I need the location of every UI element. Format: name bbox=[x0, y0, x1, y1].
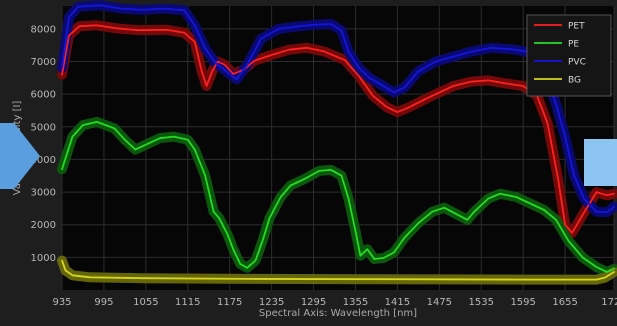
y-tick-label: 7000 bbox=[31, 57, 56, 68]
y-tick-label: 8000 bbox=[31, 24, 56, 35]
x-tick-label: 1295 bbox=[301, 297, 326, 308]
legend-box bbox=[526, 14, 612, 97]
x-tick-label: 1055 bbox=[133, 297, 158, 308]
x-tick-label: 1175 bbox=[217, 297, 242, 308]
x-tick-label: 1535 bbox=[469, 297, 494, 308]
y-tick-label: 5000 bbox=[31, 122, 56, 133]
tick-layer: 935 995 1055 1115 1175 1235 1295 1355 1415 1475 15… bbox=[31, 24, 617, 308]
x-tick-label: 1595 bbox=[510, 297, 535, 308]
left-overlay-arrow bbox=[14, 123, 40, 189]
x-tick-label: 935 bbox=[52, 297, 71, 308]
x-tick-label: 1415 bbox=[385, 297, 410, 308]
y-tick-label: 1000 bbox=[31, 253, 56, 264]
x-tick-label: 995 bbox=[94, 297, 113, 308]
left-overlay-block bbox=[0, 123, 14, 189]
legend-label-pvc: PVC bbox=[568, 58, 586, 68]
x-tick-label: 1725 bbox=[601, 297, 617, 308]
y-tick-label: 6000 bbox=[31, 90, 56, 101]
legend-label-pe: PE bbox=[568, 40, 579, 50]
legend-label-bg: BG bbox=[568, 76, 581, 86]
right-overlay-block bbox=[584, 139, 617, 186]
x-tick-label: 1115 bbox=[175, 297, 200, 308]
series-line-pet bbox=[61, 24, 615, 234]
y-tick-label: 4000 bbox=[31, 155, 56, 166]
series-line-pe bbox=[61, 121, 615, 273]
legend-label-pet: PET bbox=[568, 22, 585, 32]
legend: PET PE PVC BG bbox=[526, 14, 612, 97]
x-tick-label: 1475 bbox=[427, 297, 452, 308]
x-tick-label: 1235 bbox=[259, 297, 284, 308]
x-axis-label: Spectral Axis: Wavelength [nm] bbox=[259, 308, 417, 319]
x-tick-label: 1655 bbox=[552, 297, 577, 308]
y-tick-label: 3000 bbox=[31, 188, 56, 199]
series-line-bg bbox=[61, 259, 615, 281]
x-tick-label: 1355 bbox=[343, 297, 368, 308]
y-tick-label: 2000 bbox=[31, 220, 56, 231]
